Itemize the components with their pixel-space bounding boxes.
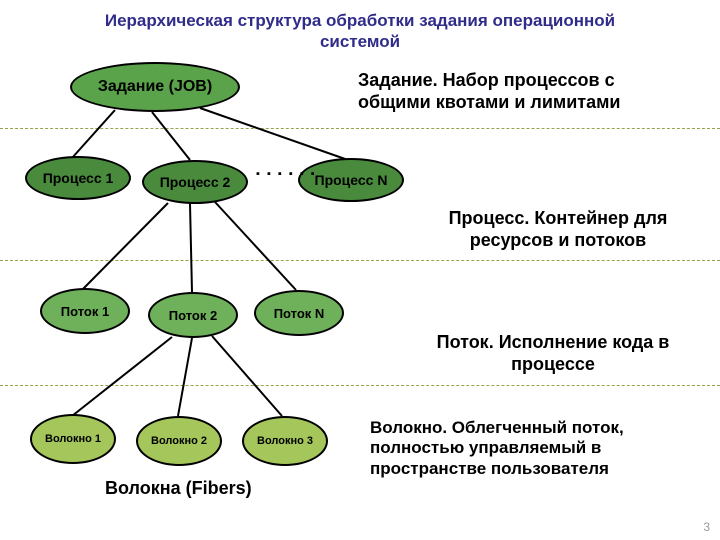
node-label: Процесс 1: [43, 170, 114, 186]
node-label: Процесс N: [315, 172, 388, 188]
node-label: Процесс 2: [160, 174, 231, 190]
node-label: Поток 2: [169, 308, 217, 323]
separator-line-2: [0, 260, 720, 261]
fiber-1-node: Волокно 1: [30, 414, 116, 464]
node-label: Поток 1: [61, 304, 109, 319]
fibers-group-label: Волокна (Fibers): [105, 478, 252, 499]
process-n-node: Процесс N: [298, 158, 404, 202]
job-node: Задание (JOB): [70, 62, 240, 112]
job-node-label: Задание (JOB): [98, 78, 212, 96]
node-label: Волокно 2: [151, 435, 207, 447]
ellipsis-dots: ▪ ▪ ▪ ▪ ▪ ▪: [256, 168, 317, 180]
thread-1-node: Поток 1: [40, 288, 130, 334]
separator-line-1: [0, 128, 720, 129]
fiber-2-node: Волокно 2: [136, 416, 222, 466]
process-2-node: Процесс 2: [142, 160, 248, 204]
diagram-canvas: Иерархическая структура обработки задани…: [0, 0, 720, 540]
fiber-caption: Волокно. Облегченный поток,полностью упр…: [370, 418, 624, 479]
node-label: Поток N: [274, 306, 325, 321]
thread-caption: Поток. Исполнение кода впроцессе: [398, 332, 708, 375]
thread-2-node: Поток 2: [148, 292, 238, 338]
thread-n-node: Поток N: [254, 290, 344, 336]
diagram-title: Иерархическая структура обработки задани…: [70, 10, 650, 53]
job-caption: Задание. Набор процессов собщими квотами…: [358, 70, 621, 113]
page-number: 3: [703, 520, 710, 534]
fiber-3-node: Волокно 3: [242, 416, 328, 466]
node-label: Волокно 3: [257, 435, 313, 447]
process-caption: Процесс. Контейнер дляресурсов и потоков: [418, 208, 698, 251]
process-1-node: Процесс 1: [25, 156, 131, 200]
separator-line-3: [0, 385, 720, 386]
node-label: Волокно 1: [45, 433, 101, 445]
